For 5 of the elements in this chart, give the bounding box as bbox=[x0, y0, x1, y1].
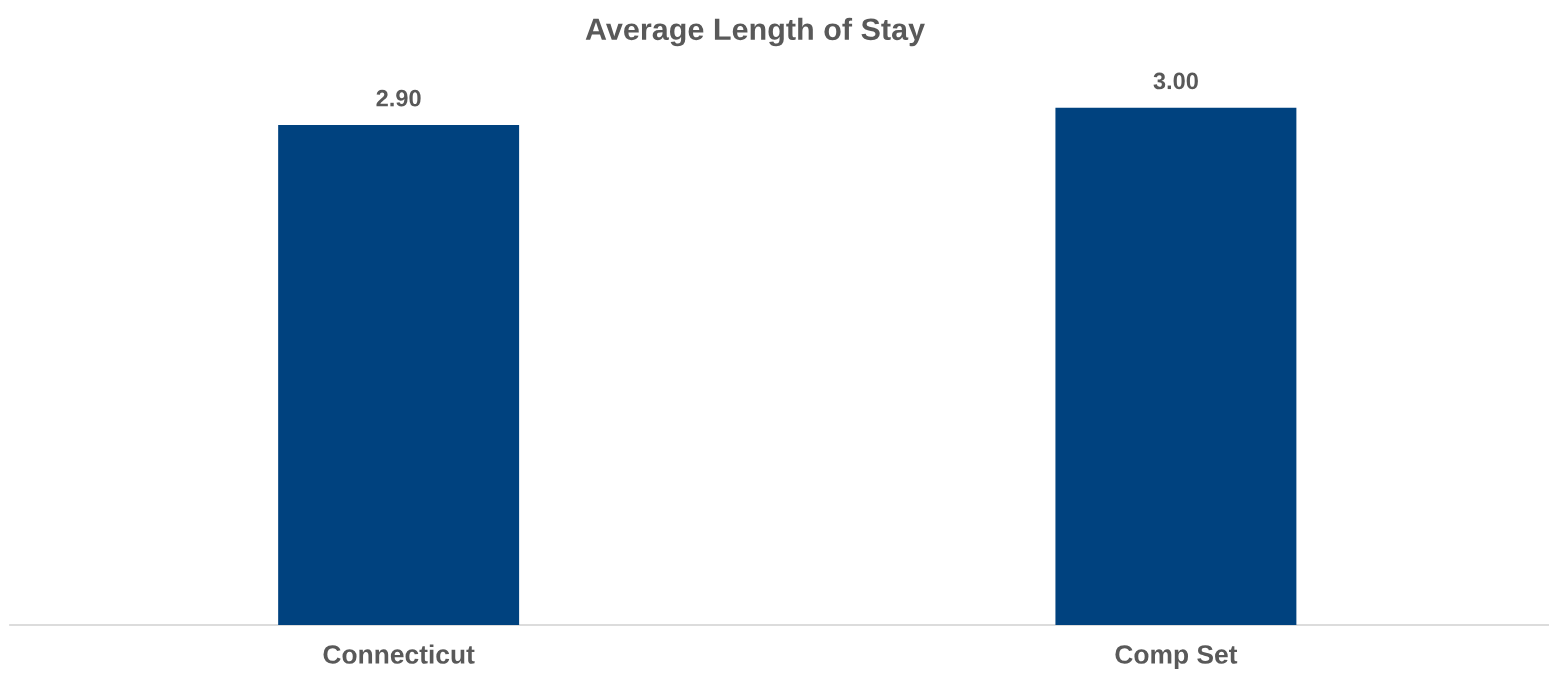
x-tick-label: Comp Set bbox=[1115, 645, 1238, 670]
x-tick-label: Connecticut bbox=[323, 644, 475, 664]
data-label: 2.90 bbox=[376, 89, 421, 107]
chart-title: Average Length of Stay bbox=[585, 17, 925, 47]
data-label: 3.00 bbox=[1153, 72, 1198, 90]
